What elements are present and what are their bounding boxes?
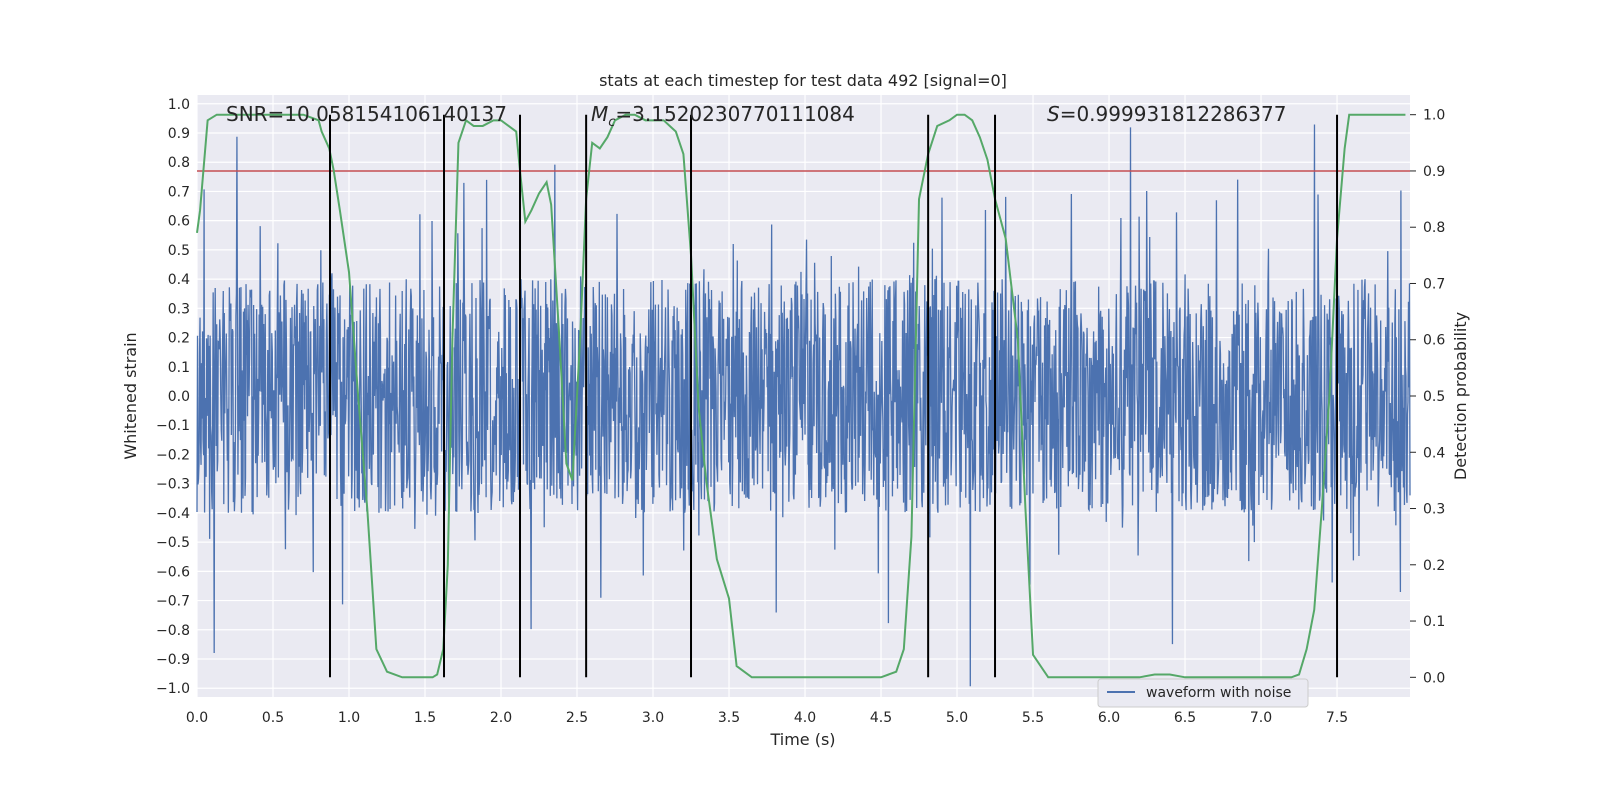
y-tick-label: 0.6 — [168, 214, 190, 230]
x-tick-label: 1.5 — [414, 710, 436, 726]
y-tick-label: 0.7 — [168, 184, 190, 200]
x-tick-label: 3.0 — [642, 710, 664, 726]
x-tick-label: 6.5 — [1174, 710, 1196, 726]
probability-series — [196, 113, 1406, 679]
y-tick-label: −0.5 — [156, 535, 190, 551]
y2-tick-label: 0.1 — [1423, 614, 1445, 630]
s-value: =0.999931812286377 — [1060, 102, 1287, 126]
y2-axis-ticks: 0.0 0.1 0.2 0.3 0.4 0.5 0.6 0.7 0.8 0.9 1.0 — [1410, 108, 1445, 686]
y-tick-label: 0.4 — [168, 272, 190, 288]
x-tick-label: 0.0 — [186, 710, 208, 726]
x-tick-label: 0.5 — [262, 710, 284, 726]
y-axis-label: Whitened strain — [121, 332, 140, 459]
x-tick-label: 3.5 — [718, 710, 740, 726]
x-tick-label: 4.0 — [794, 710, 816, 726]
y-tick-label: 0.9 — [168, 126, 190, 142]
legend-entry-waveform: waveform with noise — [1146, 685, 1291, 701]
y-tick-label: 0.0 — [168, 389, 190, 405]
y-tick-label: −0.2 — [156, 447, 190, 463]
x-tick-label: 7.5 — [1326, 710, 1348, 726]
y-tick-label: −0.6 — [156, 564, 190, 580]
mc-symbol: M — [591, 102, 608, 126]
y-tick-label: 0.8 — [168, 155, 190, 171]
y2-tick-label: 0.4 — [1423, 445, 1445, 461]
legend-box — [1097, 678, 1309, 708]
y-tick-label: 0.3 — [168, 301, 190, 317]
mc-value: =3.1520230770111084 — [615, 102, 854, 126]
x-tick-label: 2.5 — [566, 710, 588, 726]
s-annotation: S=0.999931812286377 — [1047, 102, 1286, 126]
chart-title: stats at each timestep for test data 492… — [599, 71, 1007, 90]
y-tick-label: −0.7 — [156, 594, 190, 610]
x-axis-ticks: 0.0 0.5 1.0 1.5 2.0 2.5 3.0 3.5 4.0 4.5 5.0 5.5 6.0 6… — [186, 710, 1348, 726]
y2-tick-label: 0.8 — [1423, 220, 1445, 236]
y-tick-label: −0.3 — [156, 477, 190, 493]
y2-tick-label: 0.0 — [1423, 670, 1445, 686]
y-tick-label: −1.0 — [156, 681, 190, 697]
y-tick-label: 0.1 — [168, 360, 190, 376]
y2-tick-label: 0.5 — [1423, 389, 1445, 405]
x-tick-label: 5.0 — [946, 710, 968, 726]
y2-axis-label: Detection probability — [1451, 312, 1470, 480]
y2-tick-label: 0.6 — [1423, 333, 1445, 349]
y-tick-label: −0.9 — [156, 652, 190, 668]
y-tick-label: −0.1 — [156, 418, 190, 434]
y-tick-label: 1.0 — [168, 97, 190, 113]
y2-tick-label: 1.0 — [1423, 108, 1445, 124]
waveform-line — [196, 124, 1411, 687]
vertical-markers — [329, 114, 1339, 678]
s-symbol: S — [1047, 102, 1060, 126]
y-tick-label: 0.2 — [168, 331, 190, 347]
x-axis-label: Time (s) — [769, 730, 835, 749]
mc-subscript: c — [608, 115, 615, 130]
probability-line — [196, 113, 1406, 679]
y-tick-label: 0.5 — [168, 243, 190, 259]
x-tick-label: 5.5 — [1022, 710, 1044, 726]
x-tick-label: 4.5 — [870, 710, 892, 726]
x-tick-label: 1.0 — [338, 710, 360, 726]
y-axis-ticks: −1.0 −0.9 −0.8 −0.7 −0.6 −0.5 −0.4 −0.3 −0.2 −0.1… — [156, 97, 190, 697]
x-tick-label: 7.0 — [1250, 710, 1272, 726]
x-tick-label: 6.0 — [1098, 710, 1120, 726]
y2-tick-label: 0.2 — [1423, 558, 1445, 574]
x-tick-label: 2.0 — [490, 710, 512, 726]
waveform-series — [196, 124, 1411, 687]
snr-annotation: SNR=10.058154106140137 — [226, 102, 507, 126]
legend: waveform with noise — [1097, 678, 1309, 708]
y2-tick-label: 0.3 — [1423, 502, 1445, 518]
chirp-mass-annotation: Mc=3.1520230770111084 — [591, 102, 855, 130]
y2-tick-label: 0.9 — [1423, 164, 1445, 180]
y-tick-label: −0.8 — [156, 623, 190, 639]
y-tick-label: −0.4 — [156, 506, 190, 522]
y2-tick-label: 0.7 — [1423, 276, 1445, 292]
